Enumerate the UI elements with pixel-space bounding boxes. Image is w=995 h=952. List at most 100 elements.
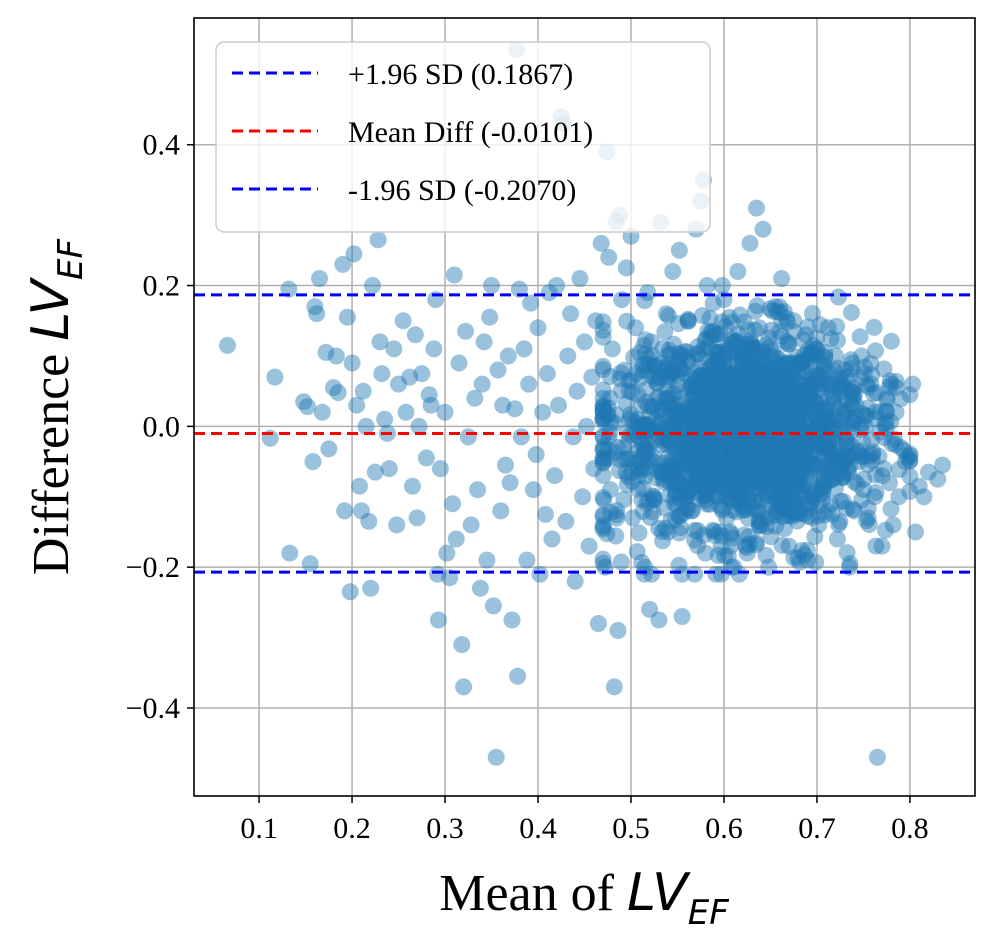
data-point	[702, 458, 720, 476]
data-point	[738, 399, 756, 417]
data-point	[786, 394, 804, 412]
data-point	[729, 445, 747, 463]
data-point	[737, 455, 755, 473]
data-point	[658, 425, 676, 443]
data-point	[662, 452, 680, 470]
data-point	[715, 349, 733, 367]
data-point	[853, 415, 870, 433]
data-point	[756, 380, 774, 398]
data-point	[662, 470, 680, 488]
data-point	[685, 431, 703, 449]
data-point	[715, 401, 733, 419]
data-point	[706, 476, 724, 494]
data-point	[742, 471, 760, 489]
data-point	[603, 340, 621, 358]
data-point	[689, 452, 707, 470]
data-point	[681, 408, 699, 426]
data-point	[854, 433, 872, 451]
data-point	[725, 424, 743, 442]
data-point	[709, 546, 727, 564]
data-point	[506, 400, 524, 418]
data-point	[799, 349, 817, 367]
data-point	[731, 486, 749, 504]
data-point	[620, 433, 638, 450]
data-point	[746, 454, 764, 472]
y-axis-title: Difference LVEF	[21, 238, 91, 575]
data-point	[692, 422, 710, 440]
data-point	[789, 549, 807, 567]
data-point	[795, 505, 813, 523]
data-point	[776, 435, 794, 453]
data-point	[755, 368, 772, 386]
data-point	[767, 387, 785, 404]
data-point	[777, 465, 794, 483]
data-point	[810, 381, 828, 399]
data-point	[738, 501, 755, 518]
data-point	[702, 402, 720, 420]
data-point	[721, 426, 739, 444]
data-point	[733, 473, 750, 491]
data-point	[790, 384, 808, 402]
data-point	[640, 407, 658, 425]
data-point	[774, 405, 792, 423]
data-point	[789, 470, 807, 487]
data-point	[816, 375, 834, 393]
data-point	[791, 382, 809, 400]
data-point	[744, 385, 762, 402]
data-point	[901, 467, 919, 485]
data-point	[877, 413, 895, 431]
data-point	[836, 406, 854, 424]
data-point	[754, 406, 772, 424]
data-point	[779, 363, 796, 381]
data-point	[801, 396, 818, 414]
data-point	[848, 475, 866, 493]
data-point	[698, 441, 716, 459]
data-point	[738, 544, 756, 562]
data-point	[695, 394, 713, 412]
data-point	[738, 416, 756, 434]
data-point	[708, 326, 725, 344]
data-point	[674, 455, 692, 473]
data-point	[788, 472, 806, 490]
data-point	[716, 449, 734, 467]
data-point	[776, 499, 794, 517]
data-point	[826, 362, 843, 380]
data-point	[817, 458, 835, 476]
data-point	[748, 378, 766, 396]
data-point	[704, 444, 722, 461]
data-point	[670, 383, 688, 401]
data-point	[743, 408, 761, 426]
data-point	[697, 480, 714, 498]
data-point	[775, 432, 793, 450]
data-point	[802, 448, 820, 466]
data-point	[803, 493, 821, 511]
data-point	[694, 341, 712, 359]
y-tick-label: −0.4	[126, 692, 180, 725]
data-point	[747, 433, 765, 450]
data-point	[727, 363, 745, 381]
data-point	[776, 520, 793, 538]
data-point	[759, 460, 776, 478]
data-point	[450, 354, 468, 372]
data-point	[746, 431, 764, 449]
data-point	[687, 385, 705, 403]
data-point	[829, 288, 847, 306]
data-point	[793, 542, 811, 560]
data-point	[717, 381, 735, 399]
data-point	[706, 435, 724, 453]
data-point	[371, 333, 389, 351]
data-point	[720, 483, 738, 501]
data-point	[705, 410, 722, 428]
data-point	[691, 399, 709, 417]
data-point	[798, 541, 816, 559]
data-point	[707, 406, 725, 424]
data-point	[809, 432, 827, 450]
data-point	[810, 347, 828, 365]
data-point	[594, 520, 612, 538]
data-point	[691, 453, 709, 471]
data-point	[775, 423, 793, 441]
data-point	[841, 447, 859, 465]
data-point	[664, 399, 681, 417]
data-point	[759, 448, 777, 466]
data-point	[713, 501, 731, 519]
